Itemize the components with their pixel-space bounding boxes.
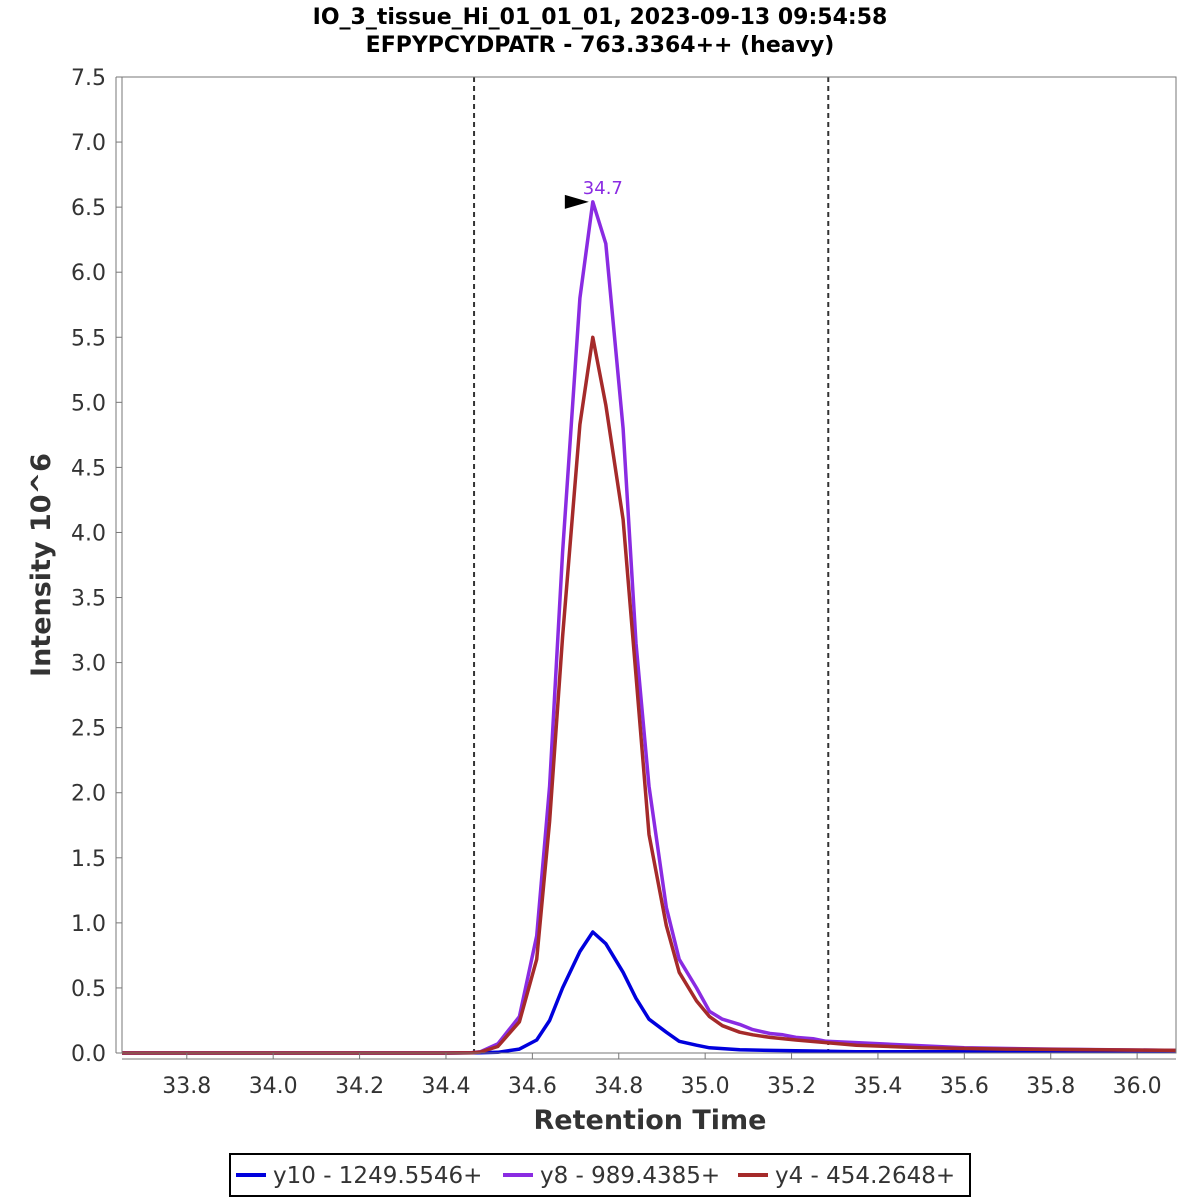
- y-tick-label: 4.5: [71, 456, 106, 481]
- x-tick-label: 35.4: [853, 1074, 902, 1099]
- y-tick-label: 2.5: [71, 717, 106, 742]
- x-tick-label: 34.4: [421, 1074, 470, 1099]
- y-tick-label: 6.5: [71, 196, 106, 221]
- peak-label: 34.7: [583, 178, 623, 199]
- chart-title: IO_3_tissue_Hi_01_01_01, 2023-09-13 09:5…: [313, 5, 888, 30]
- legend-label: y4 - 454.2648+: [775, 1163, 955, 1189]
- y-tick-label: 3.5: [71, 587, 106, 612]
- x-tick-label: 33.8: [162, 1074, 211, 1099]
- series-line-y8: [122, 200, 1177, 1055]
- plot-area-border: [121, 76, 1177, 1054]
- y-tick-label: 0.5: [71, 977, 106, 1002]
- y-tick-label: 4.0: [71, 521, 106, 546]
- y-tick-label: 6.0: [71, 261, 106, 286]
- y-tick-label: 1.5: [71, 847, 106, 872]
- y-tick-label: 7.0: [71, 131, 106, 156]
- y-axis-title: Intensity 10^6: [26, 453, 57, 677]
- x-tick-label: 34.6: [508, 1074, 557, 1099]
- legend: y10 - 1249.5546+ y8 - 989.4385+ y4 - 454.2…: [229, 1153, 971, 1197]
- x-axis: 33.8 34.0 34.2 34.4 34.6 34.8 35.0 35.2 35.4 35.6…: [122, 1053, 1176, 1099]
- y-tick-label: 5.0: [71, 391, 106, 416]
- x-tick-label: 35.8: [1026, 1074, 1075, 1099]
- x-axis-title: Retention Time: [534, 1105, 767, 1136]
- y-tick-label: 0.0: [71, 1042, 106, 1067]
- x-tick-label: 34.2: [335, 1074, 384, 1099]
- y-tick-label: 1.0: [71, 912, 106, 937]
- y-tick-label: 3.0: [71, 652, 106, 677]
- y-tick-label: 2.0: [71, 782, 106, 807]
- peak-marker-arrow: [564, 194, 589, 209]
- legend-label: y8 - 989.4385+: [540, 1163, 720, 1189]
- legend-label: y10 - 1249.5546+: [273, 1163, 482, 1189]
- x-tick-label: 36.0: [1113, 1074, 1162, 1099]
- legend-box: [229, 1153, 971, 1197]
- y-tick-label: 7.5: [71, 66, 106, 91]
- x-tick-label: 35.6: [940, 1074, 989, 1099]
- series-line-y4: [122, 335, 1177, 1055]
- x-tick-label: 34.8: [594, 1074, 643, 1099]
- series-line-y10: [122, 930, 1176, 1055]
- x-tick-label: 34.0: [249, 1074, 298, 1099]
- y-tick-label: 5.5: [71, 326, 106, 351]
- y-axis: 0.0 0.5 1.0 1.5 2.0 2.5 3.0 3.5 4.0 4.5 5.0 5.5 6.0 6…: [71, 66, 122, 1067]
- x-tick-label: 35.2: [767, 1074, 816, 1099]
- chart-subtitle: EFPYPCYDPATR - 763.3364++ (heavy): [366, 33, 835, 58]
- x-tick-label: 35.0: [681, 1074, 730, 1099]
